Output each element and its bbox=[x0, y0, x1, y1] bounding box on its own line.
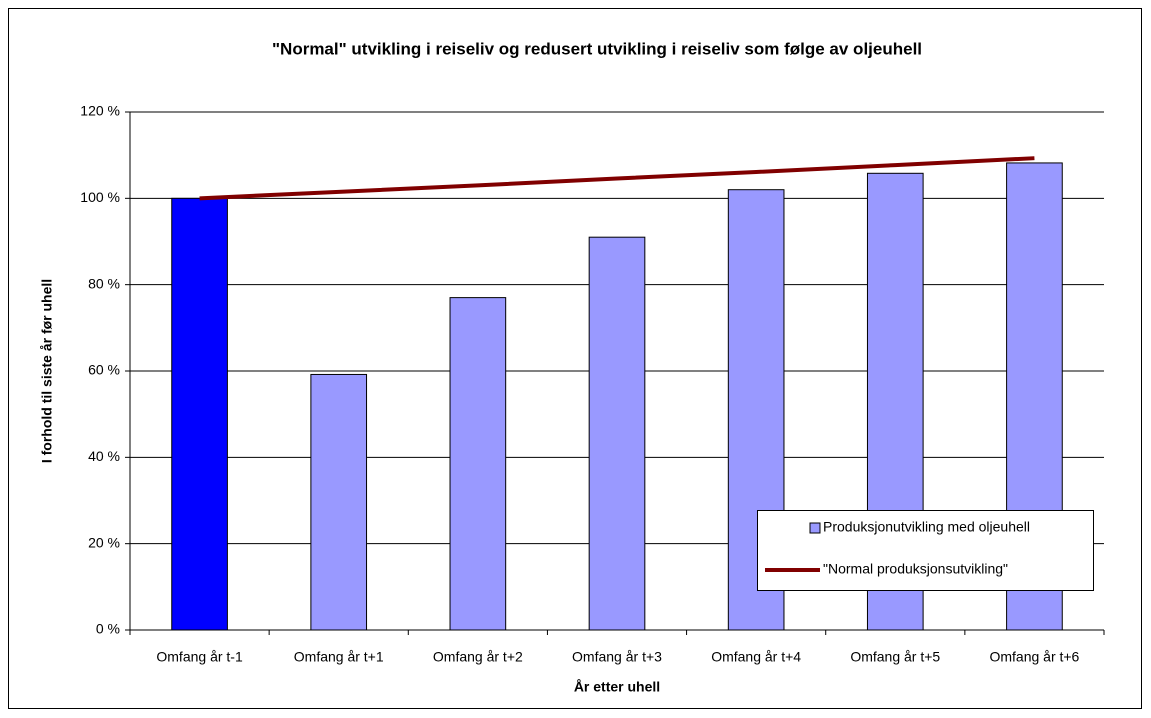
y-tick-label: 0 % bbox=[96, 621, 120, 637]
legend-label: "Normal produksjonsutvikling" bbox=[823, 561, 1008, 577]
line bbox=[199, 156, 1035, 201]
x-tick-label: Omfang år t+3 bbox=[572, 649, 662, 665]
y-axis-title: I forhold til siste år før uhell bbox=[39, 279, 55, 463]
bar bbox=[449, 297, 507, 631]
y-tick-label: 20 % bbox=[88, 534, 120, 550]
y-tick-label: 60 % bbox=[88, 362, 120, 378]
y-tick-label: 80 % bbox=[88, 275, 120, 291]
x-tick-label: Omfang år t+5 bbox=[850, 649, 940, 665]
bar bbox=[310, 373, 368, 631]
x-tick-label: Omfang år t+4 bbox=[711, 649, 801, 665]
x-tick-label: Omfang år t+6 bbox=[989, 649, 1079, 665]
legend-swatch bbox=[809, 522, 821, 534]
bar bbox=[171, 197, 228, 631]
chart-title: "Normal" utvikling i reiseliv og reduser… bbox=[272, 39, 922, 58]
x-axis-title: År etter uhell bbox=[574, 679, 660, 695]
x-tick-label: Omfang år t+2 bbox=[433, 649, 523, 665]
y-tick-label: 100 % bbox=[80, 189, 120, 205]
y-tick-label: 40 % bbox=[88, 448, 120, 464]
x-tick-label: Omfang år t-1 bbox=[156, 649, 243, 665]
legend-label: Produksjonutvikling med oljeuhell bbox=[823, 519, 1030, 535]
x-tick-label: Omfang år t+1 bbox=[294, 649, 384, 665]
y-tick-label: 120 % bbox=[80, 103, 120, 119]
bar bbox=[588, 236, 646, 631]
